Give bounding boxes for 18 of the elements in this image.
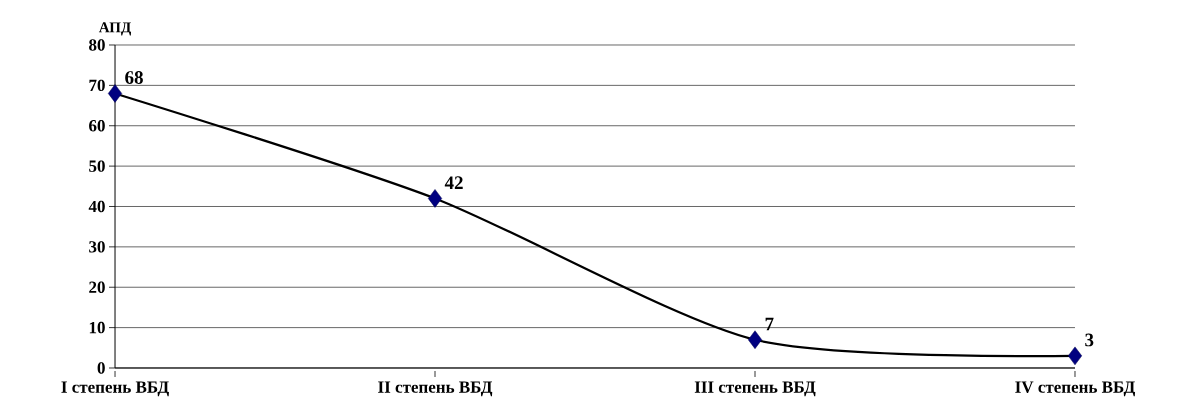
- y-tick-label: 30: [89, 241, 105, 253]
- y-tick-label: 60: [89, 120, 105, 132]
- x-tick-label: IV степень ВБД: [1015, 381, 1136, 397]
- x-tick-label: I степень ВБД: [61, 381, 169, 397]
- y-tick-label: 50: [89, 160, 105, 172]
- y-tick-label: 20: [89, 281, 105, 293]
- data-label: 7: [765, 317, 774, 331]
- x-tick-label: III степень ВБД: [694, 381, 816, 397]
- y-tick-label: 10: [89, 321, 105, 334]
- y-tick-label: 0: [97, 362, 105, 374]
- y-tick-label: 40: [88, 200, 105, 213]
- data-label: 42: [444, 176, 463, 189]
- data-label: 3: [1085, 333, 1094, 347]
- data-label: 68: [125, 71, 143, 84]
- x-tick-label: II степень ВБД: [378, 381, 493, 397]
- y-tick-label: 80: [89, 39, 105, 51]
- y-tick-label: 70: [89, 79, 105, 92]
- y-axis-title: АПД: [98, 22, 132, 36]
